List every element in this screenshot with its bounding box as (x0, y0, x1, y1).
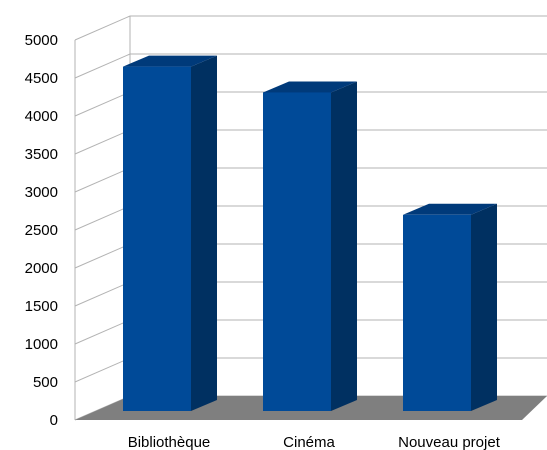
y-tick-label: 2000 (25, 260, 58, 277)
bar-top (123, 55, 217, 67)
y-tick-label: 500 (33, 374, 58, 391)
y-tick-label: 3500 (25, 146, 58, 163)
y-tick-label: 4000 (25, 108, 58, 125)
bar-side (471, 203, 497, 411)
y-tick-label: 3000 (25, 184, 58, 201)
bar-side (191, 55, 217, 411)
bar-side (331, 81, 357, 411)
y-tick-label: 1500 (25, 298, 58, 315)
bar-top (403, 203, 497, 215)
x-category-label: Bibliothèque (128, 434, 211, 450)
y-tick-label: 5000 (25, 32, 58, 49)
x-axis-category-labels: Bibliothèque Cinéma Nouveau projet (128, 434, 501, 450)
y-tick-label: 2500 (25, 222, 58, 239)
x-category-label: Cinéma (283, 434, 335, 450)
x-category-label: Nouveau projet (398, 434, 501, 450)
bar (263, 92, 331, 411)
bar (123, 66, 191, 411)
bar-top (263, 81, 357, 93)
y-tick-label: 4500 (25, 70, 58, 87)
y-tick-label: 1000 (25, 336, 58, 353)
bar (403, 214, 471, 411)
bars (123, 55, 497, 411)
y-axis-tick-labels: 0 500 1000 1500 2000 2500 3000 3500 4000 4500 5000 (25, 32, 58, 429)
y-tick-label: 0 (50, 412, 58, 429)
